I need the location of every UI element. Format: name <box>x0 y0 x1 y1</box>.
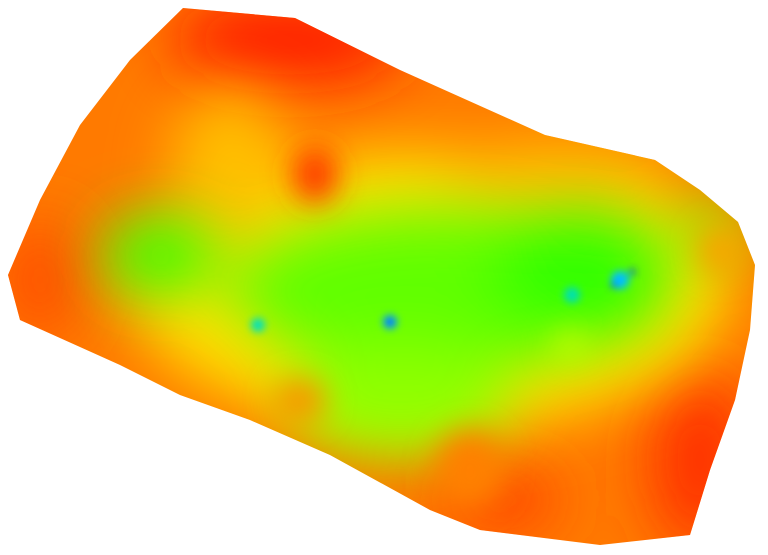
low-spots <box>251 269 635 332</box>
hot-spots <box>275 147 740 510</box>
